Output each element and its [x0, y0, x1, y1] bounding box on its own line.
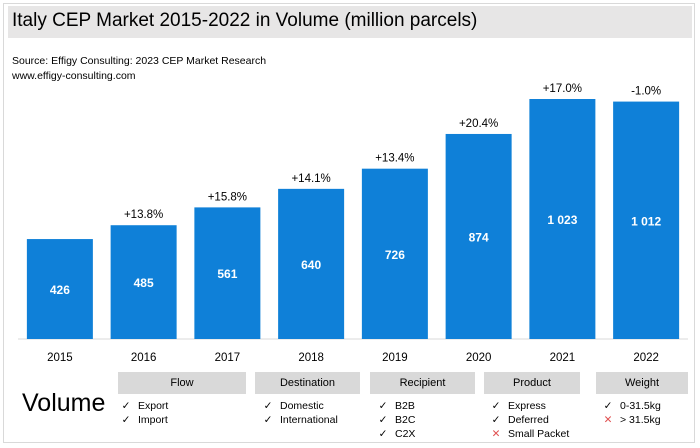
- cross-icon: ✕: [491, 428, 501, 440]
- x-tick-label: 2017: [215, 352, 241, 364]
- bar-2021: [529, 99, 596, 339]
- source-text: Source: Effigy Consulting: 2023 CEP Mark…: [12, 55, 267, 67]
- bar-value-label: 726: [385, 248, 405, 262]
- growth-label: +13.8%: [124, 209, 163, 221]
- list-item: ✓ Import: [121, 414, 168, 426]
- bar-value-label: 426: [50, 283, 70, 297]
- x-tick-label: 2019: [382, 352, 408, 364]
- category-destination: Destination: [255, 372, 360, 394]
- bar-2020: [445, 133, 512, 339]
- bar-value-label: 874: [469, 230, 489, 244]
- bar-value-label: 561: [217, 267, 237, 281]
- bar-2016: [110, 225, 177, 339]
- list-item: ✓ B2B: [378, 400, 415, 412]
- flow-items: ✓ Export ✓ Import: [120, 399, 169, 427]
- growth-label: +17.0%: [543, 83, 582, 95]
- bar-value-label: 1 012: [631, 214, 661, 228]
- check-icon: ✓: [121, 414, 131, 426]
- list-item: ✓ Express: [491, 400, 546, 412]
- bar-value-label: 1 023: [547, 213, 577, 227]
- list-item: ✓ International: [263, 414, 338, 426]
- product-items: ✓ Express ✓ Deferred ✕ Small Packet: [490, 399, 570, 441]
- recipient-items: ✓ B2B ✓ B2C ✓ C2X: [377, 399, 416, 441]
- x-tick-label: 2022: [633, 352, 659, 364]
- category-weight: Weight: [596, 372, 688, 394]
- list-item: ✓ C2X: [378, 428, 416, 440]
- category-recipient: Recipient: [370, 372, 475, 394]
- bar-value-label: 640: [301, 258, 321, 272]
- volume-label: Volume: [22, 389, 106, 417]
- category-product: Product: [484, 372, 580, 394]
- bar-2019: [361, 168, 428, 339]
- check-icon: ✓: [378, 428, 388, 440]
- growth-label: +15.8%: [208, 191, 247, 203]
- x-tick-label: 2015: [47, 352, 73, 364]
- bar-2015: [26, 239, 93, 339]
- list-item: ✓ Deferred: [491, 414, 549, 426]
- growth-label: +14.1%: [291, 173, 330, 185]
- bar-2022: [613, 101, 680, 339]
- category-flow: Flow: [118, 372, 246, 394]
- x-tick-label: 2016: [131, 352, 157, 364]
- source-url: www.effigy-consulting.com: [12, 70, 136, 82]
- check-icon: ✓: [263, 400, 273, 412]
- check-icon: ✓: [491, 400, 501, 412]
- check-icon: ✓: [378, 414, 388, 426]
- bar-value-label: 485: [134, 276, 154, 290]
- chart-frame: [3, 3, 695, 443]
- weight-items: ✓ 0-31.5kg ✕ > 31.5kg: [602, 399, 661, 427]
- check-icon: ✓: [603, 400, 613, 412]
- title-bar: Italy CEP Market 2015-2022 in Volume (mi…: [8, 6, 692, 38]
- bar-2017: [194, 207, 261, 339]
- growth-label: +20.4%: [459, 118, 498, 130]
- destination-items: ✓ Domestic ✓ International: [262, 399, 338, 427]
- x-tick-label: 2021: [550, 352, 576, 364]
- x-tick-label: 2018: [298, 352, 324, 364]
- cross-icon: ✕: [603, 414, 613, 426]
- bar-2018: [278, 188, 345, 339]
- list-item: ✓ B2C: [378, 414, 416, 426]
- x-tick-label: 2020: [466, 352, 492, 364]
- growth-label: -1.0%: [631, 86, 661, 98]
- list-item: ✕ Small Packet: [491, 428, 570, 440]
- check-icon: ✓: [121, 400, 131, 412]
- chart-title: Italy CEP Market 2015-2022 in Volume (mi…: [12, 10, 478, 31]
- list-item: ✓ Export: [121, 400, 169, 412]
- list-item: ✕ > 31.5kg: [603, 414, 661, 426]
- check-icon: ✓: [263, 414, 273, 426]
- list-item: ✓ 0-31.5kg: [603, 400, 661, 412]
- check-icon: ✓: [491, 414, 501, 426]
- source-note: Source: Effigy Consulting: 2023 CEP Mark…: [12, 54, 266, 84]
- check-icon: ✓: [378, 400, 388, 412]
- growth-label: +13.4%: [375, 153, 414, 165]
- list-item: ✓ Domestic: [263, 400, 324, 412]
